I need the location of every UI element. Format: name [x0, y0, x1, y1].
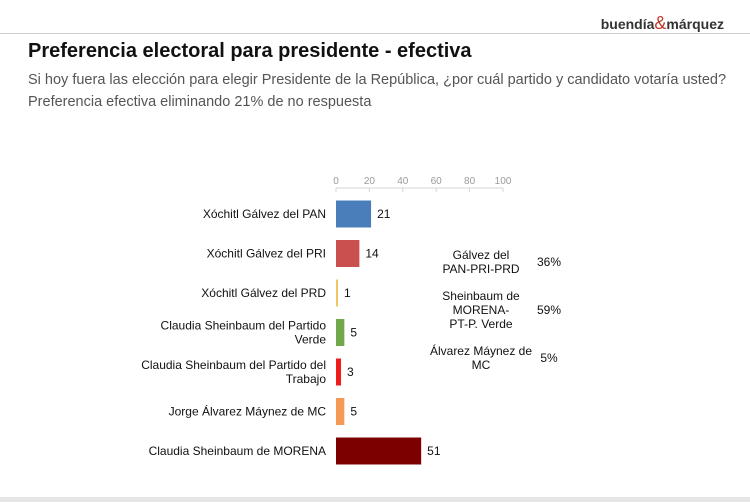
footer-bar — [0, 497, 750, 502]
x-tick-label: 20 — [364, 176, 376, 187]
x-tick-label: 0 — [333, 176, 339, 187]
summary-value: 59% — [537, 303, 561, 317]
data-label: 1 — [344, 286, 351, 300]
summary-label: Sheinbaum de MORENA-PT-P. Verde — [442, 289, 520, 331]
summary-value: 5% — [540, 351, 558, 365]
brand-right: márquez — [666, 16, 724, 32]
x-tick-label: 80 — [464, 176, 476, 187]
summary-label: Gálvez del PAN-PRI-PRD — [442, 248, 519, 276]
x-tick-label: 60 — [431, 176, 443, 187]
bar — [336, 279, 338, 307]
category-label: Jorge Álvarez Máynez de MC — [169, 404, 327, 419]
bar — [336, 398, 345, 425]
x-tick-label: 100 — [495, 176, 512, 187]
category-label: Claudia Sheinbaum del Partido Verde — [161, 319, 327, 347]
category-label: Xóchitl Gálvez del PRI — [207, 247, 326, 261]
data-label: 14 — [365, 247, 379, 261]
brand-logo: buendía&márquez — [601, 13, 724, 34]
data-label: 51 — [427, 444, 441, 458]
data-label: 21 — [377, 207, 391, 221]
chart-title: Preferencia electoral para presidente - … — [28, 40, 472, 62]
header-divider — [0, 33, 750, 34]
category-label: Claudia Sheinbaum de MORENA — [149, 444, 326, 458]
bar — [336, 437, 422, 465]
bar — [336, 358, 342, 386]
data-label: 3 — [347, 365, 354, 379]
bar — [336, 319, 345, 346]
brand-ampersand: & — [654, 13, 667, 33]
category-label: Claudia Sheinbaum del Partido del Trabajo — [141, 358, 326, 386]
data-label: 5 — [350, 326, 357, 340]
chart-note: Preferencia efectiva eliminando 21% de n… — [28, 94, 372, 110]
brand-left: buendía — [600, 16, 655, 32]
x-tick-label: 40 — [397, 176, 409, 187]
category-label: Xóchitl Gálvez del PAN — [203, 207, 326, 221]
chart-subtitle: Si hoy fuera las elección para elegir Pr… — [28, 72, 727, 88]
data-label: 5 — [350, 405, 357, 419]
bar — [336, 240, 360, 267]
summary-label: Álvarez Máynez de MC — [430, 343, 532, 372]
bar — [336, 200, 372, 228]
summary-value: 36% — [537, 255, 561, 269]
category-label: Xóchitl Gálvez del PRD — [201, 286, 326, 300]
